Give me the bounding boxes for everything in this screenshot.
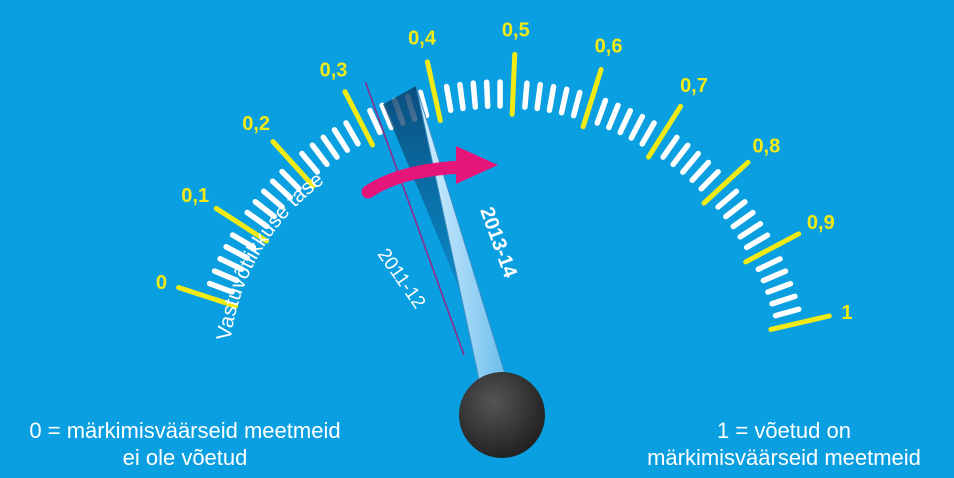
major-tick xyxy=(270,139,316,189)
scale-label: 1 xyxy=(841,302,852,324)
minor-tick xyxy=(320,134,340,160)
scale-label: 0,4 xyxy=(408,27,437,49)
major-tick xyxy=(213,205,270,244)
minor-tick xyxy=(206,280,235,295)
minor-tick xyxy=(470,80,479,110)
major-tick xyxy=(646,103,684,160)
minor-tick xyxy=(680,150,701,175)
scale-label: 0,9 xyxy=(807,212,835,234)
major-tick xyxy=(342,89,375,148)
needle-shadow xyxy=(383,86,494,405)
minor-tick xyxy=(730,209,756,230)
minor-tick xyxy=(244,209,270,230)
major-tick xyxy=(580,66,604,130)
minor-tick xyxy=(698,168,721,192)
minor-tick xyxy=(723,199,748,220)
minor-tick xyxy=(760,268,789,284)
minor-tick xyxy=(343,120,361,147)
legend-minimum-line2: ei ole võetud xyxy=(122,445,248,470)
minor-tick xyxy=(715,188,740,210)
previous-level-label: 2011-12 xyxy=(373,245,429,313)
minor-tick xyxy=(660,134,680,160)
scale-labels: 0 0,1 0,2 0,3 0,4 0,5 0,6 0,7 0,8 0,9 1 xyxy=(156,19,853,324)
scale-label: 0,1 xyxy=(181,185,209,207)
scale-label: 0,5 xyxy=(502,19,530,41)
legend-maximum-line2: märkimisväärseid meetmeid xyxy=(647,445,921,470)
minor-tick xyxy=(689,159,712,183)
scale-label: 0 xyxy=(156,272,167,294)
major-tick xyxy=(701,159,751,206)
minor-tick xyxy=(617,107,634,136)
minor-tick xyxy=(606,102,621,131)
minor-tick xyxy=(628,113,646,141)
previous-level-line xyxy=(364,81,465,356)
minor-tick xyxy=(260,188,285,210)
minor-tick xyxy=(765,280,794,295)
minor-tick xyxy=(367,107,383,136)
minor-tick xyxy=(483,79,491,110)
minor-tick xyxy=(223,244,251,261)
minor-tick xyxy=(546,83,557,114)
minor-tick xyxy=(331,127,351,153)
scale-major-ticks xyxy=(176,51,832,332)
minor-tick xyxy=(443,83,454,114)
scale-label: 0,7 xyxy=(680,75,708,97)
minor-tick xyxy=(743,232,771,251)
minor-tick xyxy=(594,97,609,126)
minor-tick xyxy=(570,89,583,119)
minor-tick xyxy=(522,80,530,110)
scale-label: 0,2 xyxy=(242,113,270,135)
major-tick xyxy=(743,231,802,265)
legend-maximum: 1 = võetud on märkimisväärseid meetmeid xyxy=(614,417,954,471)
minor-tick xyxy=(279,168,302,192)
minor-tick xyxy=(299,150,320,175)
major-tick xyxy=(424,59,443,123)
current-level-label: 2013-14 xyxy=(475,204,521,281)
minor-tick xyxy=(229,232,257,250)
legend-minimum: 0 = märkimisväärseid meetmeid ei ole võe… xyxy=(0,417,370,471)
legend-minimum-line1: 0 = märkimisväärseid meetmeid xyxy=(29,418,341,443)
minor-tick xyxy=(457,81,466,112)
scale-label: 0,6 xyxy=(595,36,623,58)
minor-tick xyxy=(755,256,783,272)
minor-tick xyxy=(211,268,240,284)
scale-label: 0,8 xyxy=(752,135,780,157)
minor-tick xyxy=(639,120,657,147)
legend-maximum-line1: 1 = võetud on xyxy=(717,418,851,443)
major-tick xyxy=(176,285,239,309)
minor-tick xyxy=(217,256,245,272)
minor-tick xyxy=(558,86,570,116)
minor-tick xyxy=(772,306,802,319)
scale-label: 0,3 xyxy=(320,59,348,81)
scale-ticks xyxy=(206,79,802,319)
major-tick xyxy=(768,313,832,332)
minor-tick xyxy=(309,142,330,168)
minor-tick xyxy=(417,89,430,119)
minor-tick xyxy=(670,142,691,168)
curved-arrow-icon xyxy=(361,146,498,199)
minor-tick xyxy=(252,198,277,220)
minor-tick xyxy=(379,102,395,131)
minor-tick xyxy=(269,178,294,201)
minor-tick xyxy=(769,293,798,307)
major-tick xyxy=(509,51,518,117)
minor-tick xyxy=(737,221,764,240)
minor-tick xyxy=(534,81,544,112)
needle-hub-icon xyxy=(459,372,545,458)
